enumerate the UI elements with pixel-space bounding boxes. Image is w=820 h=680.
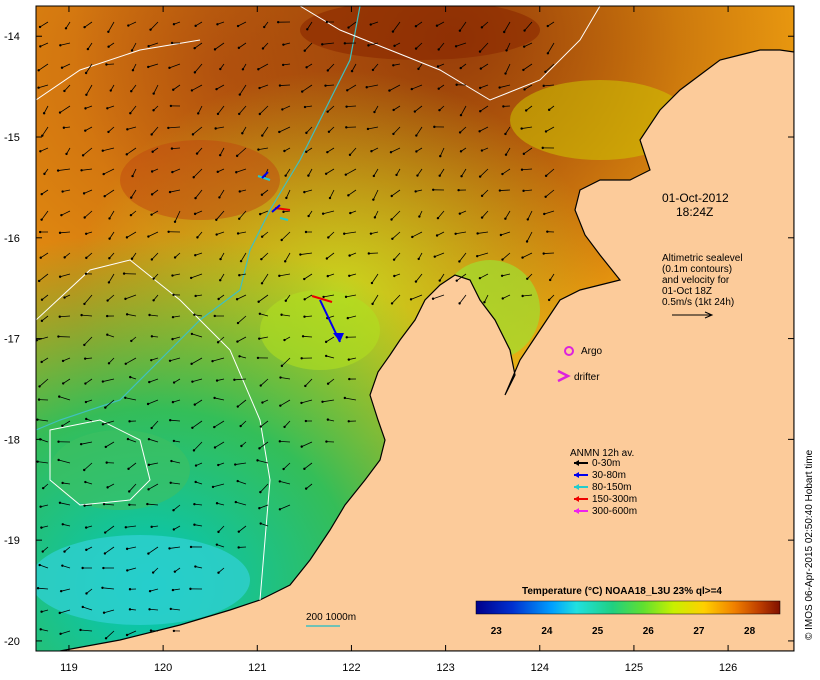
colorbar-tick-label: 24 bbox=[541, 626, 553, 637]
altimetry-note-line: Altimetric sealevel bbox=[662, 253, 743, 264]
timestamp-date: 01-Oct-2012 bbox=[662, 191, 729, 205]
altimetry-note: Altimetric sealevel(0.1m contours)and ve… bbox=[662, 253, 743, 308]
lat-tick-label: -17 bbox=[4, 334, 20, 346]
lat-tick-label: -18 bbox=[4, 434, 20, 446]
drifter-label: drifter bbox=[574, 372, 600, 383]
anmn-legend-label: 150-300m bbox=[592, 494, 637, 505]
longitude-axis: 119 120 121 122 123 124 125 126 bbox=[60, 6, 737, 674]
anmn-legend-label: 0-30m bbox=[592, 458, 620, 469]
lon-tick-label: 119 bbox=[60, 662, 78, 674]
altimetry-note-line: 0.5m/s (1kt 24h) bbox=[662, 297, 734, 308]
lon-tick-label: 122 bbox=[342, 662, 360, 674]
altimetry-note-line: (0.1m contours) bbox=[662, 264, 732, 275]
anmn-title: ANMN 12h av. bbox=[570, 448, 634, 459]
lon-tick-label: 124 bbox=[531, 662, 549, 674]
lat-tick-label: -15 bbox=[4, 132, 20, 144]
colorbar-labels: 23 24 25 26 27 28 bbox=[491, 626, 756, 637]
anmn-legend-label: 80-150m bbox=[592, 482, 631, 493]
colorbar-tick-label: 28 bbox=[744, 626, 756, 637]
altimetry-note-line: 01-Oct 18Z bbox=[662, 286, 712, 297]
lat-tick-label: -19 bbox=[4, 535, 20, 547]
altimetry-note-line: and velocity for bbox=[662, 275, 730, 286]
colorbar-tick-label: 25 bbox=[592, 626, 604, 637]
lat-tick-label: -14 bbox=[4, 31, 20, 43]
colorbar-tick-label: 27 bbox=[693, 626, 705, 637]
argo-symbol bbox=[564, 346, 574, 356]
argo-label: Argo bbox=[581, 346, 603, 357]
latitude-axis: -14 -15 -16 -17 -18 -19 -20 bbox=[4, 31, 794, 648]
map-frame bbox=[35, 5, 795, 652]
drifter-symbol bbox=[557, 369, 571, 383]
lon-tick-label: 126 bbox=[719, 662, 737, 674]
anmn-legend-label: 300-600m bbox=[592, 506, 637, 517]
velocity-arrows bbox=[36, 20, 555, 640]
colorbar-tick-label: 26 bbox=[643, 626, 655, 637]
bathymetry-label: 200 1000m bbox=[306, 612, 356, 623]
lon-tick-label: 123 bbox=[436, 662, 454, 674]
mooring-arrows bbox=[257, 171, 344, 343]
timestamp-time: 18:24Z bbox=[676, 205, 713, 219]
lon-tick-label: 121 bbox=[248, 662, 266, 674]
lon-tick-label: 125 bbox=[625, 662, 643, 674]
anmn-legend-label: 30-80m bbox=[592, 470, 626, 481]
colorbar-title: Temperature (°C) NOAA18_L3U 23% ql>=4 bbox=[522, 586, 722, 597]
colorbar bbox=[475, 600, 781, 615]
colorbar-tick-label: 23 bbox=[491, 626, 503, 637]
credit-text: © IMOS 06-Apr-2015 02:50:40 Hobart time bbox=[804, 449, 815, 640]
lon-tick-label: 120 bbox=[154, 662, 172, 674]
lat-tick-label: -20 bbox=[4, 636, 20, 648]
land-mass bbox=[59, 6, 794, 651]
lat-tick-label: -16 bbox=[4, 233, 20, 245]
